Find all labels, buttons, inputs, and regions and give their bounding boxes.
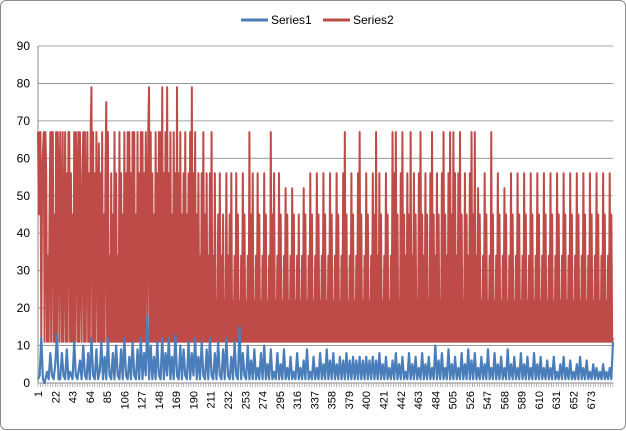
y-tick-label: 70 xyxy=(17,114,31,128)
x-tick-label: 463 xyxy=(413,391,425,409)
series-group xyxy=(36,86,615,385)
legend: Series1 Series2 xyxy=(241,13,394,27)
x-tick-label: 148 xyxy=(154,391,166,409)
x-tick-label: 400 xyxy=(361,391,373,409)
x-tick-label: 547 xyxy=(482,391,494,409)
y-tick-label: 30 xyxy=(17,264,31,278)
x-tick-label: 43 xyxy=(68,391,80,403)
x-tick-label: 211 xyxy=(206,391,218,409)
x-tick-label: 526 xyxy=(465,391,477,409)
x-tick-label: 274 xyxy=(258,391,270,409)
legend-label-series2: Series2 xyxy=(353,13,394,27)
x-tick-label: 316 xyxy=(292,391,304,409)
x-tick-label: 589 xyxy=(517,391,529,409)
series-line-series1 xyxy=(36,314,615,385)
y-tick-label: 10 xyxy=(17,339,31,353)
y-axis-ticks: 0 10 20 30 40 50 60 70 80 90 xyxy=(17,39,31,390)
x-tick-label: 652 xyxy=(569,391,581,409)
x-tick-label: 379 xyxy=(344,391,356,409)
y-tick-label: 90 xyxy=(17,39,31,53)
x-tick-label: 673 xyxy=(586,391,598,409)
y-tick-label: 20 xyxy=(17,301,31,315)
y-tick-label: 80 xyxy=(17,76,31,90)
x-tick-label: 505 xyxy=(448,391,460,409)
y-tick-label: 60 xyxy=(17,151,31,165)
x-tick-label: 421 xyxy=(378,391,390,409)
x-tick-label: 253 xyxy=(240,391,252,409)
legend-label-series1: Series1 xyxy=(271,13,312,27)
y-tick-label: 50 xyxy=(17,189,31,203)
x-tick-label: 1 xyxy=(33,391,45,397)
x-tick-label: 568 xyxy=(499,391,511,409)
x-tick-label: 85 xyxy=(102,391,114,403)
x-tick-label: 610 xyxy=(534,391,546,409)
x-tick-label: 631 xyxy=(551,391,563,409)
x-tick-label: 22 xyxy=(50,391,62,403)
x-tick-label: 64 xyxy=(85,391,97,403)
x-axis-ticks: 1 22 43 64 85 106 127 148 169 190 211 232 253 274 295 3… xyxy=(33,383,614,409)
x-tick-label: 190 xyxy=(188,391,200,409)
x-tick-label: 295 xyxy=(275,391,287,409)
y-tick-label: 40 xyxy=(17,226,31,240)
x-tick-label: 337 xyxy=(309,391,321,409)
x-tick-label: 169 xyxy=(171,391,183,409)
x-tick-label: 232 xyxy=(223,391,235,409)
series-line-series2 xyxy=(37,86,614,343)
x-tick-label: 484 xyxy=(430,391,442,409)
x-tick-label: 127 xyxy=(137,391,149,409)
x-tick-label: 442 xyxy=(396,391,408,409)
x-tick-label: 358 xyxy=(327,391,339,409)
x-tick-label: 106 xyxy=(119,391,131,409)
y-tick-label: 0 xyxy=(23,376,30,390)
